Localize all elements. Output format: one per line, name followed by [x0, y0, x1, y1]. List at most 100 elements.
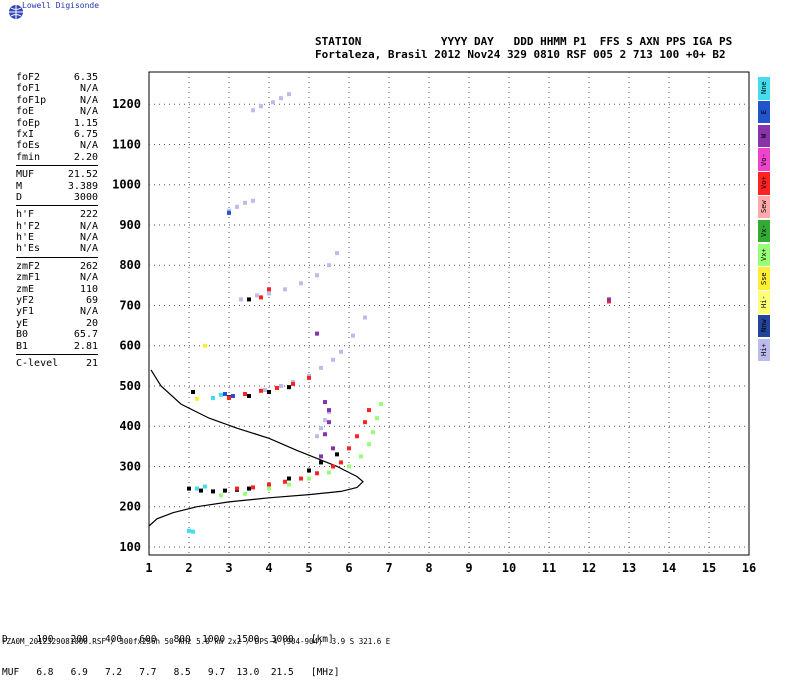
echo-point [323, 400, 327, 405]
param-row: foF2 6.35 [16, 72, 98, 83]
legend-label: W [760, 133, 768, 138]
param-value: 3000 [73, 191, 98, 203]
param-row: h'Es N/A [16, 243, 98, 254]
echo-point [367, 408, 371, 413]
echo-point [283, 287, 287, 292]
echo-point [347, 464, 351, 469]
echo-point [299, 476, 303, 481]
x-tick-label: 2 [185, 561, 192, 575]
param-value: N/A [79, 83, 98, 95]
param-row: yF2 69 [16, 295, 98, 306]
param-value: 2.81 [73, 340, 98, 352]
echo-point [359, 454, 363, 459]
param-row: MUF 21.52 [16, 169, 98, 180]
param-label: yF1 [16, 306, 35, 318]
param-row: D 3000 [16, 192, 98, 203]
echo-point [279, 96, 283, 101]
param-row: zmE 110 [16, 284, 98, 295]
brand-label: Lowell Digisonde [22, 1, 100, 10]
echo-point [259, 104, 263, 109]
legend-label: Hi- [760, 295, 768, 309]
echo-point [319, 460, 323, 465]
x-tick-label: 4 [265, 561, 272, 575]
param-value: 2.20 [73, 151, 98, 163]
legend-swatch: Vo- [758, 148, 770, 171]
echo-point [291, 381, 295, 386]
x-tick-labels: 1 2 3 4 5 6 7 8 9 10 11 12 13 14 15 16 [145, 561, 756, 575]
y-tick-label: 1000 [112, 178, 141, 192]
param-label: fxI [16, 128, 35, 140]
echo-point [607, 297, 611, 302]
param-row: yF1 N/A [16, 306, 98, 317]
echo-point [251, 485, 255, 490]
y-tick-label: 200 [119, 500, 141, 514]
echo-point [287, 92, 291, 97]
param-row: foEs N/A [16, 140, 98, 151]
echo-point [351, 333, 355, 338]
param-label: h'E [16, 232, 35, 244]
muf-table-distance-row: D 100 200 400 600 800 1000 1500 3000 [km… [2, 634, 334, 645]
param-value: N/A [79, 106, 98, 118]
echo-point [219, 392, 223, 397]
echo-point [267, 486, 271, 491]
echo-point [203, 343, 207, 348]
echo-point [331, 446, 335, 451]
echo-point [363, 420, 367, 425]
echo-points [187, 92, 611, 534]
echo-point [327, 470, 331, 475]
echo-point [307, 373, 311, 378]
echo-point [323, 432, 327, 437]
echo-point [219, 493, 223, 498]
echo-point [291, 379, 295, 384]
param-value: 3.389 [67, 180, 98, 192]
param-label: fmin [16, 151, 41, 163]
param-label: C-level [16, 357, 59, 369]
echo-point [339, 460, 343, 465]
x-tick-label: 16 [742, 561, 756, 575]
param-value: 222 [79, 209, 98, 221]
param-label: foEs [16, 140, 41, 152]
echo-point [287, 482, 291, 487]
param-label: h'F2 [16, 220, 41, 232]
param-value: N/A [79, 243, 98, 255]
param-label: foF1 [16, 83, 41, 95]
param-label: foF1p [16, 94, 47, 106]
echo-point [307, 375, 311, 380]
echo-point [231, 394, 235, 399]
legend-label: Vo+ [760, 176, 768, 190]
echo-point [191, 389, 195, 394]
param-label: D [16, 191, 23, 203]
param-label: h'Es [16, 243, 41, 255]
echo-point [315, 434, 319, 439]
echo-point [211, 489, 215, 494]
echo-point [187, 486, 191, 491]
echo-point [331, 357, 335, 362]
echo-point [327, 410, 331, 415]
density-profile-curve [148, 369, 364, 527]
echo-point [267, 389, 271, 394]
echo-point [299, 281, 303, 286]
x-tick-label: 11 [542, 561, 556, 575]
y-tick-label: 1100 [112, 137, 141, 151]
param-label: zmF1 [16, 272, 41, 284]
scaled-parameters-panel: foF2 6.35 foF1 N/A foF1p N/A foE N/A foEp 1.15 fxI… [16, 72, 98, 369]
echo-point [227, 396, 231, 401]
echo-point [191, 529, 195, 534]
echo-point [251, 108, 255, 113]
echo-point [315, 273, 319, 278]
legend-label: Nnw [760, 319, 768, 333]
x-tick-label: 9 [465, 561, 472, 575]
echo-point [287, 476, 291, 481]
echo-point [283, 479, 287, 484]
param-row: C-level 21 [16, 358, 98, 369]
param-row: zmF2 262 [16, 261, 98, 272]
param-row: foEp 1.15 [16, 118, 98, 129]
echo-point [223, 488, 227, 493]
param-row: h'E N/A [16, 232, 98, 243]
legend-swatch: Vo+ [758, 172, 770, 195]
echo-point [251, 198, 255, 203]
echo-point [335, 251, 339, 256]
x-tick-label: 8 [425, 561, 432, 575]
param-row: zmF1 N/A [16, 272, 98, 283]
echo-point [319, 426, 323, 431]
